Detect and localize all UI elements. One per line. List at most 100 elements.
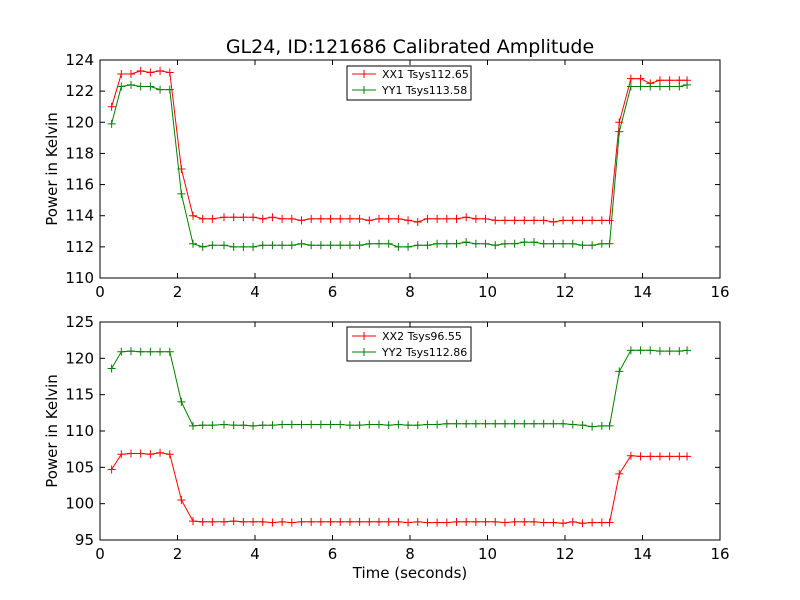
y-tick-label-bottom: 105 xyxy=(65,458,94,476)
data-point-bottom-0 xyxy=(165,450,174,459)
data-point-bottom-0 xyxy=(287,518,296,527)
data-point-top-1 xyxy=(258,241,267,250)
legend-label-yy1: YY1 Tsys113.58 xyxy=(381,84,467,97)
data-point-top-0 xyxy=(500,216,509,225)
x-tick-label-top: 6 xyxy=(328,283,338,301)
data-point-top-1 xyxy=(177,189,186,198)
data-point-top-0 xyxy=(626,74,635,83)
data-point-top-1 xyxy=(568,239,577,248)
legend-marker-xx2 xyxy=(360,332,368,340)
data-point-top-0 xyxy=(156,66,165,75)
data-point-top-1 xyxy=(491,241,500,250)
data-point-top-1 xyxy=(588,241,597,250)
data-point-top-0 xyxy=(229,213,238,222)
y-tick-label-top: 124 xyxy=(65,51,94,69)
data-point-top-1 xyxy=(249,242,258,251)
data-point-bottom-0 xyxy=(442,518,451,527)
data-point-bottom-0 xyxy=(249,517,258,526)
data-point-bottom-0 xyxy=(404,518,413,527)
data-point-bottom-1 xyxy=(268,421,277,430)
y-axis-label-bottom: Power in Kelvin xyxy=(43,374,61,488)
x-tick-label-bottom: 16 xyxy=(710,545,729,563)
x-tick-label-bottom: 8 xyxy=(405,545,415,563)
data-point-top-1 xyxy=(336,241,345,250)
x-axis-label: Time (seconds) xyxy=(352,564,468,582)
data-point-top-1 xyxy=(683,80,692,89)
data-point-top-0 xyxy=(198,214,207,223)
data-point-bottom-0 xyxy=(636,452,645,461)
x-tick-label-bottom: 12 xyxy=(555,545,574,563)
data-point-top-1 xyxy=(287,241,296,250)
data-point-bottom-0 xyxy=(384,517,393,526)
y-tick-label-top: 118 xyxy=(65,144,94,162)
data-point-top-0 xyxy=(326,214,335,223)
data-point-top-0 xyxy=(568,216,577,225)
data-point-bottom-0 xyxy=(345,517,354,526)
legend-label-yy2: YY2 Tsys112.86 xyxy=(381,346,467,359)
x-tick-label-top: 14 xyxy=(633,283,652,301)
data-point-top-0 xyxy=(117,70,126,79)
data-point-top-0 xyxy=(297,216,306,225)
legend-bottom: XX2 Tsys96.55 YY2 Tsys112.86 xyxy=(346,326,472,362)
data-point-top-1 xyxy=(539,239,548,248)
top-subplot: GL24, ID:121686 Calibrated Amplitude 0 2 4… xyxy=(43,36,730,301)
data-point-bottom-1 xyxy=(500,419,509,428)
bottom-subplot: 0 2 4 6 8 10 12 14 16 95 100 105 110 115 120 125 Power… xyxy=(43,313,730,582)
data-point-top-1 xyxy=(423,241,432,250)
data-point-bottom-1 xyxy=(559,419,568,428)
data-point-top-0 xyxy=(278,214,287,223)
data-point-top-0 xyxy=(636,74,645,83)
data-point-top-1 xyxy=(452,239,461,248)
data-point-bottom-1 xyxy=(239,421,248,430)
data-point-bottom-0 xyxy=(549,518,558,527)
data-point-top-1 xyxy=(413,241,422,250)
data-point-bottom-0 xyxy=(597,518,606,527)
data-point-bottom-1 xyxy=(127,347,135,356)
legend-top: XX1 Tsys112.65 YY1 Tsys113.58 xyxy=(346,65,472,101)
data-point-top-1 xyxy=(615,127,624,136)
x-tick-label-bottom: 6 xyxy=(328,545,338,563)
data-point-bottom-1 xyxy=(355,421,364,430)
data-point-top-1 xyxy=(384,239,393,248)
x-tick-label-top: 2 xyxy=(173,283,183,301)
data-point-top-1 xyxy=(404,242,413,251)
data-point-top-1 xyxy=(520,238,529,247)
data-point-top-1 xyxy=(189,239,197,248)
data-point-bottom-1 xyxy=(156,347,165,356)
data-point-bottom-1 xyxy=(297,420,306,429)
legend-box-top xyxy=(346,65,472,101)
data-point-top-0 xyxy=(258,214,267,223)
data-point-bottom-0 xyxy=(355,517,364,526)
data-point-bottom-0 xyxy=(146,450,155,459)
data-point-top-1 xyxy=(394,242,403,251)
data-point-bottom-1 xyxy=(165,347,174,356)
data-point-top-0 xyxy=(136,66,145,75)
data-point-top-1 xyxy=(107,119,116,128)
x-tick-label-top: 12 xyxy=(555,283,574,301)
data-point-bottom-1 xyxy=(615,367,624,376)
data-point-bottom-0 xyxy=(462,517,471,526)
data-point-top-1 xyxy=(605,239,614,248)
data-point-bottom-1 xyxy=(345,421,354,430)
data-point-bottom-0 xyxy=(588,518,597,527)
data-point-top-1 xyxy=(345,241,354,250)
y-tick-label-top: 120 xyxy=(65,113,94,131)
data-point-bottom-0 xyxy=(278,517,287,526)
data-point-bottom-1 xyxy=(117,347,126,356)
chart-title: GL24, ID:121686 Calibrated Amplitude xyxy=(226,36,594,58)
data-point-top-0 xyxy=(471,214,480,223)
data-point-bottom-0 xyxy=(258,517,267,526)
data-point-bottom-0 xyxy=(423,518,432,527)
data-point-bottom-0 xyxy=(433,518,442,527)
legend-marker-xx1 xyxy=(360,70,368,78)
data-point-top-1 xyxy=(655,82,664,91)
data-point-bottom-1 xyxy=(539,419,548,428)
data-point-top-0 xyxy=(287,214,296,223)
data-point-bottom-0 xyxy=(520,517,529,526)
data-point-bottom-1 xyxy=(578,421,587,430)
data-point-top-1 xyxy=(355,241,364,250)
data-point-bottom-1 xyxy=(136,347,145,356)
x-tick-label-bottom: 2 xyxy=(173,545,183,563)
data-point-top-1 xyxy=(239,242,248,251)
data-point-top-1 xyxy=(626,82,635,91)
